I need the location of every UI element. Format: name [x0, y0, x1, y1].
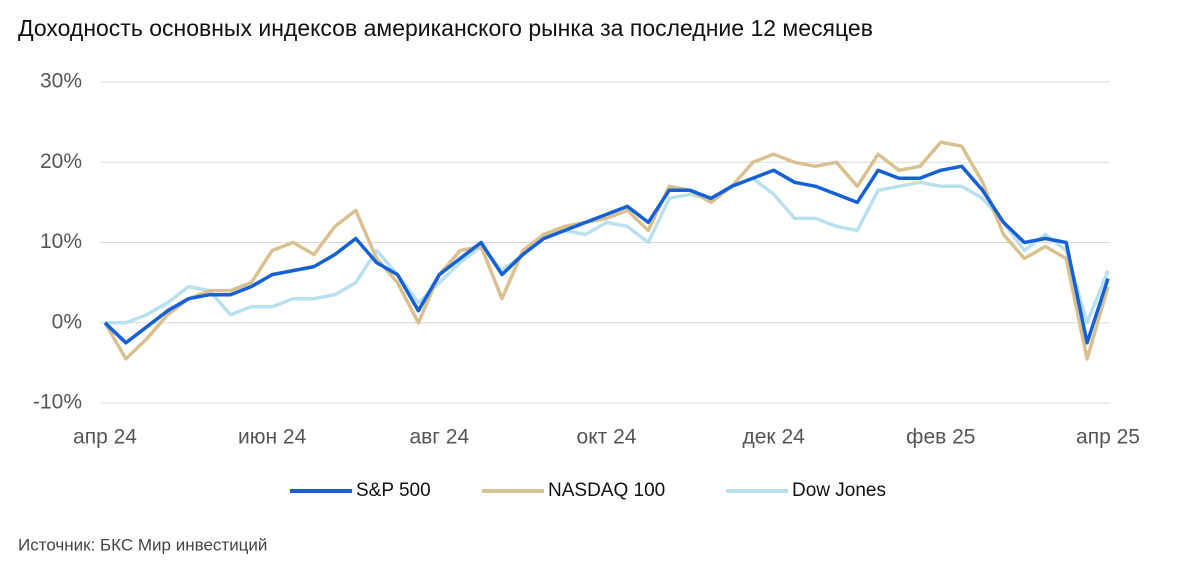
series-line: [105, 176, 1110, 325]
y-tick-label: 10%: [40, 230, 82, 253]
x-tick-label: фев 25: [906, 426, 975, 449]
x-tick-label: окт 24: [577, 426, 637, 449]
x-tick-label: апр 25: [1076, 426, 1140, 449]
legend-label: Dow Jones: [792, 480, 886, 501]
y-tick-label: 20%: [40, 150, 82, 173]
y-tick-label: 0%: [52, 310, 82, 333]
x-tick-label: дек 24: [743, 426, 806, 449]
legend-label: NASDAQ 100: [548, 480, 665, 501]
legend-label: S&P 500: [356, 480, 431, 501]
x-tick-label: авг 24: [409, 426, 469, 449]
series-line: [103, 140, 1110, 361]
chart-title: Доходность основных индексов американско…: [18, 15, 873, 41]
y-tick-label: 30%: [40, 70, 82, 93]
source: Источник: БКС Мир инвестиций: [18, 535, 267, 554]
x-tick-label: апр 24: [73, 426, 137, 449]
y-tick-label: -10%: [33, 391, 82, 414]
series-line: [103, 164, 1110, 345]
x-tick-label: июн 24: [238, 426, 307, 449]
